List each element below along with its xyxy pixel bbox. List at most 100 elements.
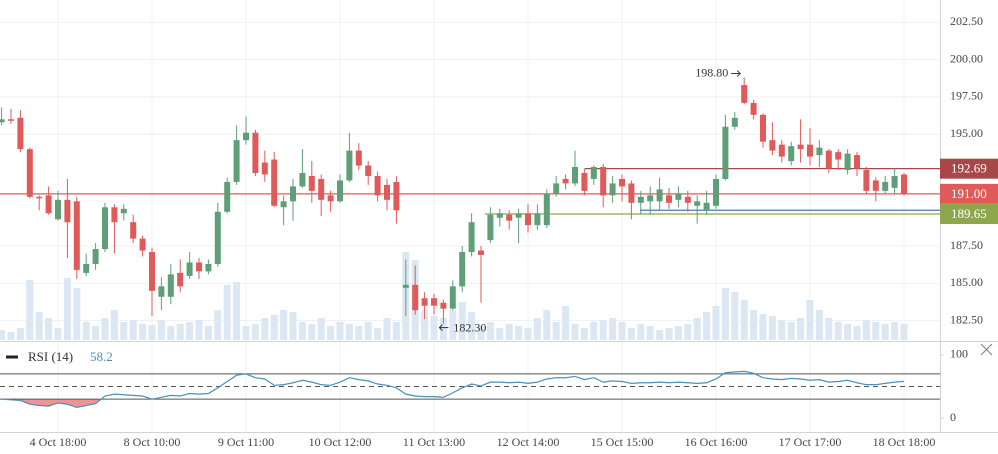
- volume-bar: [327, 326, 335, 340]
- candle-body: [205, 263, 212, 272]
- volume-bar: [872, 322, 880, 340]
- volume-bar: [533, 318, 541, 340]
- candle-body: [196, 262, 202, 272]
- candle-body: [102, 207, 108, 250]
- candle-body: [572, 167, 578, 184]
- candle-body: [835, 152, 842, 160]
- candle-body: [449, 286, 456, 309]
- volume-bar: [750, 310, 758, 340]
- y-tick-label: 187.50: [950, 238, 983, 252]
- volume-bar: [477, 326, 485, 340]
- candle-body: [722, 126, 729, 179]
- candle-body: [8, 119, 14, 121]
- price-label-box: [940, 203, 998, 224]
- y-tick-label: 202.50: [950, 14, 983, 28]
- candle-body: [703, 202, 710, 211]
- volume-bar: [336, 322, 344, 340]
- volume-bar: [853, 326, 861, 340]
- candle-body: [731, 117, 738, 127]
- x-tick-label: 4 Oct 18:00: [30, 435, 87, 449]
- candle-body: [769, 140, 776, 151]
- candle-body: [901, 174, 907, 194]
- volume-bar: [646, 326, 654, 340]
- volume-bar: [7, 332, 15, 340]
- candle-body: [177, 272, 184, 287]
- volume-bar: [186, 322, 194, 340]
- candle-body: [252, 132, 259, 173]
- candle-body: [788, 146, 795, 162]
- candle-body: [487, 214, 494, 241]
- volume-bar: [599, 320, 607, 340]
- candle-body: [553, 183, 560, 194]
- volume-bar: [139, 324, 147, 340]
- volume-bar: [693, 318, 701, 340]
- volume-bar: [345, 324, 353, 340]
- volume-bar: [524, 328, 532, 340]
- candle-body: [741, 85, 748, 103]
- volume-bar: [768, 316, 776, 340]
- volume-bar: [317, 318, 325, 340]
- candle-body: [149, 252, 155, 291]
- x-tick-label: 16 Oct 16:00: [685, 435, 748, 449]
- candle-body: [590, 167, 597, 179]
- x-tick-label: 11 Oct 13:00: [403, 435, 465, 449]
- candle-body: [478, 250, 484, 255]
- close-button[interactable]: [980, 343, 993, 356]
- volume-bar: [280, 310, 288, 340]
- volume-bar: [16, 328, 24, 340]
- volume-bar: [543, 310, 551, 340]
- volume-bar: [844, 324, 852, 340]
- x-tick-label: 10 Oct 12:00: [309, 435, 372, 449]
- candle-body: [384, 184, 390, 200]
- candle-body: [797, 144, 804, 150]
- arrow-head: [438, 324, 443, 331]
- candle-body: [440, 302, 447, 309]
- volume-bar: [54, 328, 62, 340]
- candle-body: [120, 208, 127, 214]
- candle-body: [299, 172, 306, 187]
- candle-body: [515, 213, 522, 218]
- volume-bar: [778, 320, 786, 340]
- candle-body: [261, 162, 268, 175]
- volume-bar: [665, 328, 673, 340]
- candle-body: [111, 207, 118, 223]
- candle-body: [825, 150, 832, 169]
- candle-body: [600, 167, 607, 196]
- x-tick-label: 18 Oct 18:00: [873, 435, 936, 449]
- volume-bar: [35, 312, 43, 340]
- candle-body: [459, 252, 466, 287]
- close-icon[interactable]: [980, 343, 993, 356]
- volume-bar: [834, 322, 842, 340]
- candle-body: [684, 196, 691, 203]
- volume-bar: [486, 322, 494, 340]
- volume-bar: [82, 322, 90, 340]
- volume-bar: [881, 324, 889, 340]
- candle-body: [666, 195, 672, 203]
- x-tick-label: 15 Oct 15:00: [591, 435, 654, 449]
- volume-bar: [571, 324, 579, 340]
- volume-bar: [552, 322, 560, 340]
- price-label-box: [940, 183, 998, 204]
- volume-bar: [195, 320, 203, 340]
- candle-body: [816, 147, 823, 156]
- candle-body: [365, 165, 372, 176]
- candle-body: [543, 193, 550, 226]
- candle-body: [271, 159, 278, 206]
- volume-bar: [449, 310, 457, 340]
- candle-body: [17, 117, 24, 150]
- x-tick-label: 17 Oct 17:00: [779, 435, 842, 449]
- volume-bar: [703, 312, 711, 340]
- volume-bar: [674, 326, 682, 340]
- candle-body: [778, 144, 785, 157]
- y-tick-label: 182.50: [950, 312, 983, 326]
- volume-bar: [214, 310, 222, 340]
- volume-bar: [797, 318, 805, 340]
- volume-bar: [731, 292, 739, 340]
- candle-body: [807, 144, 813, 157]
- candle-body: [0, 119, 5, 123]
- candle-body: [750, 102, 757, 115]
- candle-body: [525, 213, 531, 226]
- volume-bar: [26, 280, 34, 340]
- volume-bar: [261, 318, 269, 340]
